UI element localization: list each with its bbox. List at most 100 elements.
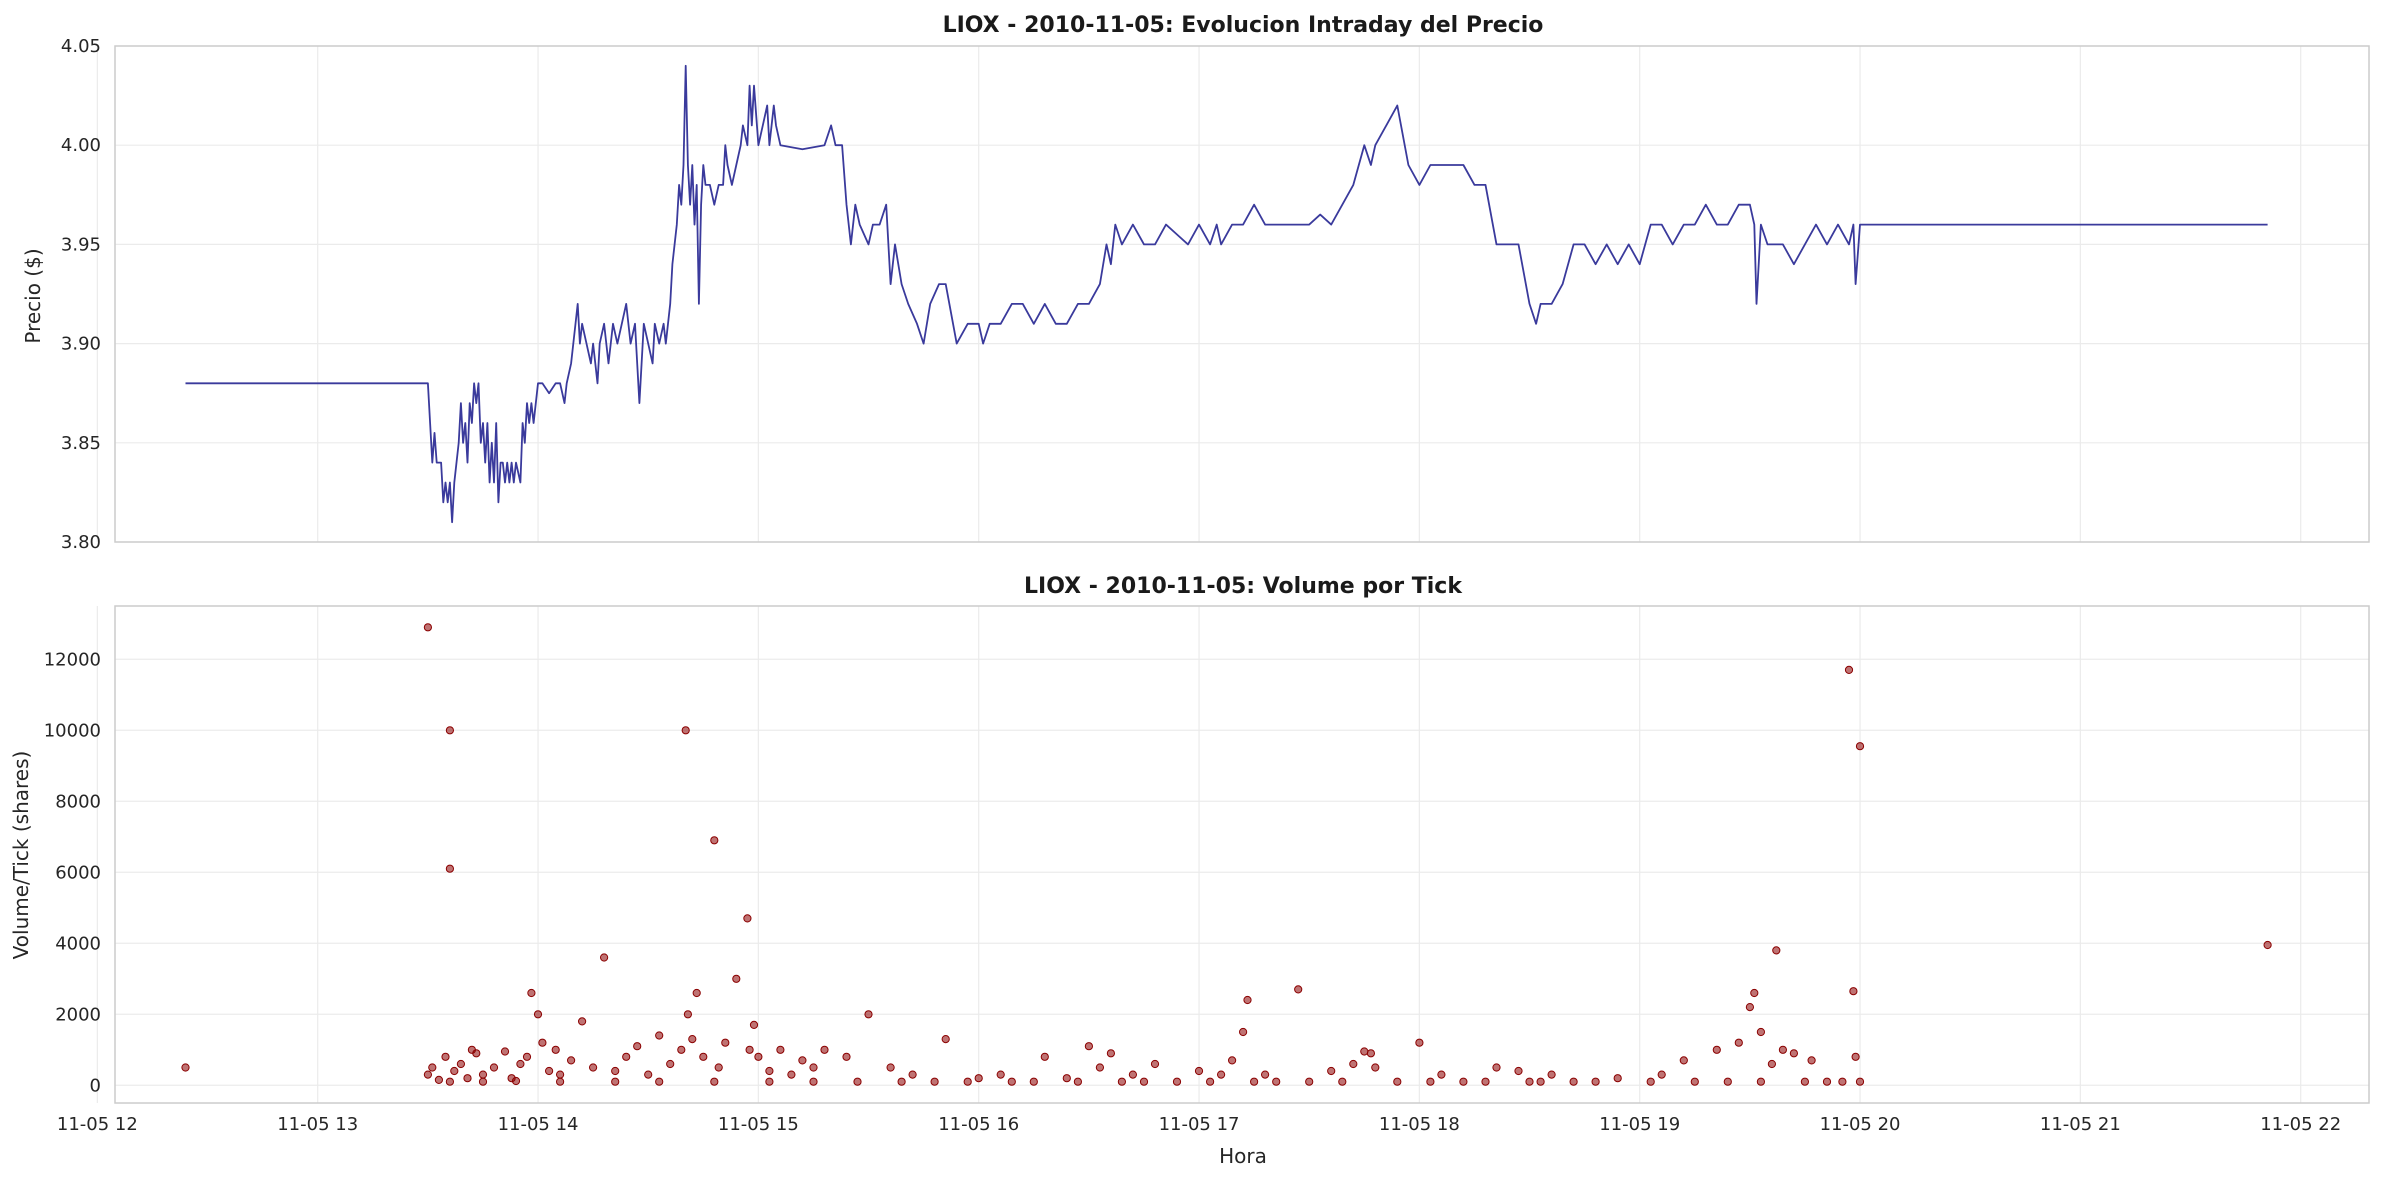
volume-point <box>1481 1077 1490 1086</box>
volume-point <box>500 1047 510 1056</box>
volume-point <box>732 974 741 983</box>
volume-point <box>1849 987 1858 996</box>
volume-point <box>538 1038 547 1047</box>
volume-point <box>522 1052 532 1061</box>
volume-point <box>445 864 454 873</box>
volume-point <box>1095 1063 1105 1072</box>
volume-chart-panel: LIOX - 2010-11-05: Volume por Tick Volum… <box>9 574 2370 1168</box>
volume-point <box>1855 742 1865 751</box>
volume-point <box>633 1042 642 1051</box>
x-tick-label: 11-05 16 <box>938 1114 1019 1135</box>
x-tick-label: 11-05 22 <box>2260 1114 2341 1135</box>
volume-point <box>1778 1045 1788 1054</box>
x-tick-label: 11-05 18 <box>1379 1114 1460 1135</box>
volume-point <box>1117 1077 1127 1086</box>
volume-point <box>556 1070 565 1079</box>
volume-point <box>1150 1059 1160 1069</box>
y-tick-label: 10000 <box>44 720 101 741</box>
volume-point <box>611 1066 620 1076</box>
volume-point <box>1855 1077 1865 1086</box>
volume-point <box>622 1052 631 1061</box>
volume-point <box>1646 1077 1655 1086</box>
volume-point <box>1415 1038 1424 1047</box>
x-tick-label: 11-05 12 <box>57 1114 138 1135</box>
x-tick-label: 11-05 17 <box>1159 1114 1240 1135</box>
volume-point <box>908 1070 917 1079</box>
volume-point <box>710 1077 719 1086</box>
price-y-axis-label: Precio ($) <box>21 248 45 343</box>
volume-point <box>1172 1077 1182 1086</box>
volume-point <box>600 953 609 962</box>
volume-point <box>1206 1077 1215 1086</box>
volume-point <box>456 1059 465 1069</box>
volume-point <box>1327 1066 1336 1076</box>
volume-point <box>897 1077 906 1086</box>
volume-point <box>1690 1077 1699 1086</box>
volume-point <box>765 1066 774 1076</box>
volume-point <box>472 1049 481 1058</box>
volume-point <box>1712 1045 1721 1054</box>
volume-point <box>1756 1027 1766 1037</box>
volume-point <box>820 1045 829 1054</box>
y-tick-label: 8000 <box>55 791 101 812</box>
volume-y-axis-label: Volume/Tick (shares) <box>9 751 33 960</box>
volume-point <box>1128 1070 1138 1079</box>
volume-point <box>1591 1077 1600 1086</box>
volume-point <box>533 1010 543 1019</box>
x-tick-label: 11-05 20 <box>1820 1114 1901 1135</box>
volume-point <box>1250 1077 1259 1086</box>
volume-point <box>434 1075 443 1085</box>
volume-point <box>683 1010 693 1019</box>
volume-point <box>1789 1049 1799 1058</box>
volume-point <box>478 1077 488 1086</box>
volume-point <box>1750 988 1759 998</box>
volume-point <box>1745 1003 1755 1012</box>
volume-point <box>743 914 752 923</box>
volume-point <box>655 1031 664 1040</box>
volume-point <box>1139 1077 1149 1086</box>
x-tick-label: 11-05 13 <box>277 1114 358 1135</box>
volume-point <box>692 988 701 998</box>
y-tick-label: 3.95 <box>61 234 101 255</box>
volume-point <box>864 1010 873 1019</box>
price-chart-panel: LIOX - 2010-11-05: Evolucion Intraday de… <box>21 13 2370 553</box>
volume-point <box>1613 1074 1622 1083</box>
volume-point <box>809 1063 818 1072</box>
y-tick-label: 0 <box>90 1075 101 1096</box>
volume-point <box>787 1070 796 1079</box>
volume-point <box>710 836 719 845</box>
volume-point <box>1272 1077 1281 1086</box>
volume-point <box>1514 1066 1523 1076</box>
volume-point <box>428 1063 437 1072</box>
y-tick-label: 4.05 <box>61 36 101 57</box>
volume-point <box>489 1063 499 1072</box>
volume-point <box>1338 1077 1347 1086</box>
volume-point <box>842 1052 851 1061</box>
volume-point <box>2263 940 2272 950</box>
volume-point <box>941 1035 950 1044</box>
volume-point <box>930 1077 939 1086</box>
y-tick-label: 3.90 <box>61 334 101 355</box>
volume-point <box>655 1077 664 1086</box>
volume-point <box>1062 1074 1071 1083</box>
volume-point <box>1844 665 1854 675</box>
volume-point <box>644 1070 653 1079</box>
volume-point <box>1822 1077 1832 1086</box>
volume-point <box>423 623 432 632</box>
price-chart-title: LIOX - 2010-11-05: Evolucion Intraday de… <box>943 13 1544 38</box>
volume-point <box>1767 1059 1777 1069</box>
volume-point <box>1723 1077 1732 1086</box>
volume-point <box>567 1056 576 1065</box>
volume-point <box>578 1017 587 1026</box>
y-tick-label: 4.00 <box>61 135 101 156</box>
volume-plot-frame <box>114 605 2370 1104</box>
volume-point <box>545 1066 554 1076</box>
volume-point <box>589 1063 598 1072</box>
volume-point <box>798 1056 807 1065</box>
volume-point <box>1525 1077 1534 1086</box>
volume-point <box>1657 1070 1666 1079</box>
volume-point <box>1217 1070 1226 1079</box>
volume-point <box>463 1074 472 1083</box>
y-tick-label: 3.80 <box>61 532 101 553</box>
